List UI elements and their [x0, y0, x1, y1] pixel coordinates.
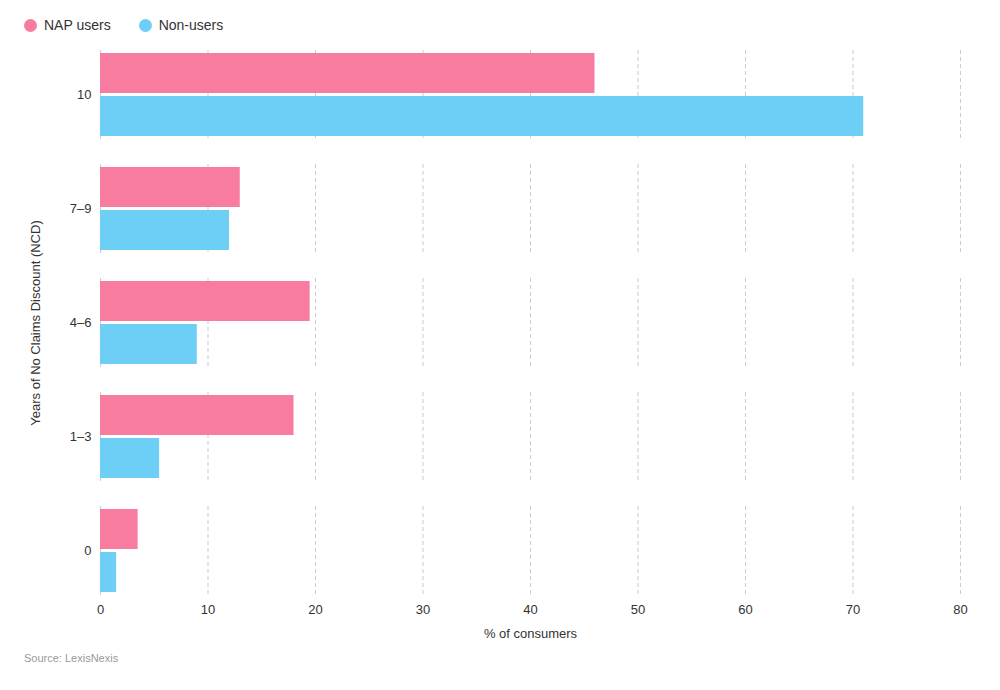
svg-text:20: 20 [308, 602, 322, 617]
html-text:Non-users: Non-users [158, 17, 224, 33]
html-text:Source: LexisNexis: Source: LexisNexis [24, 652, 119, 664]
svg-text:10: 10 [201, 602, 215, 617]
svg-text:0: 0 [84, 543, 91, 558]
html-text:NAP users: NAP users [44, 17, 111, 33]
svg-text:40: 40 [523, 602, 537, 617]
svg-text:1–3: 1–3 [70, 429, 92, 444]
svg-text:70: 70 [846, 602, 860, 617]
svg-text:50: 50 [631, 602, 645, 617]
svg-text:4–6: 4–6 [70, 315, 92, 330]
svg-text:80: 80 [953, 602, 967, 617]
svg-text:0: 0 [97, 602, 104, 617]
svg-text:60: 60 [738, 602, 752, 617]
svg-text:7–9: 7–9 [70, 201, 92, 216]
svg-text:10: 10 [77, 87, 91, 102]
svg-text:% of consumers: % of consumers [484, 626, 578, 641]
svg-text:Years of No Claims Discount (N: Years of No Claims Discount (NCD) [28, 220, 43, 425]
svg-text:30: 30 [416, 602, 430, 617]
